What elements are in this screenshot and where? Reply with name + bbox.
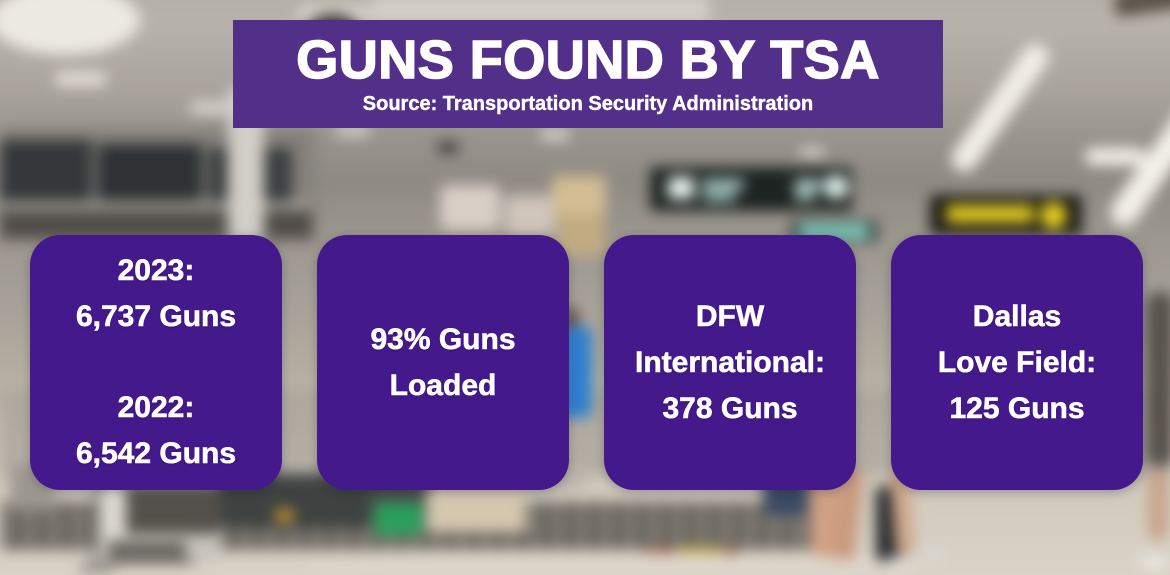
ceiling-bright-band [370,0,710,23]
green-bin [374,503,422,535]
ceiling-light-icon [55,72,107,86]
sign-text-blur [794,180,822,189]
stat-group-2022: 2022: 6,542 Guns [36,385,276,477]
stat-value: 6,542 Guns [75,437,237,471]
table-dark [126,486,220,534]
light-fixture [1085,148,1145,165]
stat-group-2023: 2023: 6,737 Guns [36,248,276,340]
glass-panel [98,144,202,204]
title-banner: GUNS FOUND BY TSA Source: Transportation… [233,20,943,128]
bin-stack [552,176,606,216]
yellow-sign-text-blur [946,205,1034,223]
equipment-blob [505,195,555,235]
yellow-arrow-icon [1040,202,1067,229]
ceiling-light-icon [540,130,570,140]
stat-label: Loaded [389,368,497,402]
stat-value: 6,737 Guns [75,300,237,334]
person-right-leg [1148,470,1168,540]
stanchion-base [80,562,114,572]
page-title: GUNS FOUND BY TSA [295,30,880,90]
glass-frame [0,202,310,209]
sign-pictogram-icon [668,177,694,199]
equipment-blob [440,185,500,230]
stat-group-dfw: DFW International: 378 Guns [610,294,850,432]
stat-card-annual-totals: 2023: 6,737 Guns 2022: 6,542 Guns [30,235,282,490]
stat-value: 93% Guns [370,322,516,356]
ceiling-light-icon [800,148,824,157]
sign-text-blur [702,180,744,189]
stat-airport-label: Love Field: [937,345,1097,379]
stanchion-pole [94,474,101,568]
ceiling-light-icon [335,126,371,136]
corner-beam [1113,0,1170,17]
stat-group-love-field: Dallas Love Field: 125 Guns [897,294,1137,432]
stat-card-dallas-love-field: Dallas Love Field: 125 Guns [891,235,1143,490]
bin-stack [557,214,605,256]
stat-airport-label: International: [634,345,826,379]
floor-highlight [300,552,900,575]
machine-label [276,510,293,521]
stat-value: 125 Guns [949,391,1085,425]
ceiling-glow [0,0,140,55]
dome-camera-icon [436,140,460,155]
stat-year-label: 2023: [117,254,195,288]
table-beige [426,490,526,532]
light-streak [946,39,1054,177]
stat-value: 378 Guns [662,391,798,425]
stat-year-label: 2022: [117,391,195,425]
stat-card-loaded-percentage: 93% Guns Loaded [317,235,569,490]
stat-card-dfw-international: DFW International: 378 Guns [604,235,856,490]
sign-text-blur [702,193,736,201]
sign-arrow-icon [824,175,848,199]
stat-group-loaded: 93% Guns Loaded [323,317,563,409]
shoe [886,557,913,567]
glass-panel [0,140,92,202]
ceiling-light-icon [190,102,232,114]
sign-text-blur [794,192,816,200]
shoe [918,549,943,559]
shoe [1140,556,1168,568]
source-attribution: Source: Transportation Security Administ… [362,93,814,115]
stat-airport-label: DFW [695,299,765,333]
stat-airport-label: Dallas [972,299,1062,333]
person-right [1146,292,1170,467]
xray-machine-base [108,540,196,564]
